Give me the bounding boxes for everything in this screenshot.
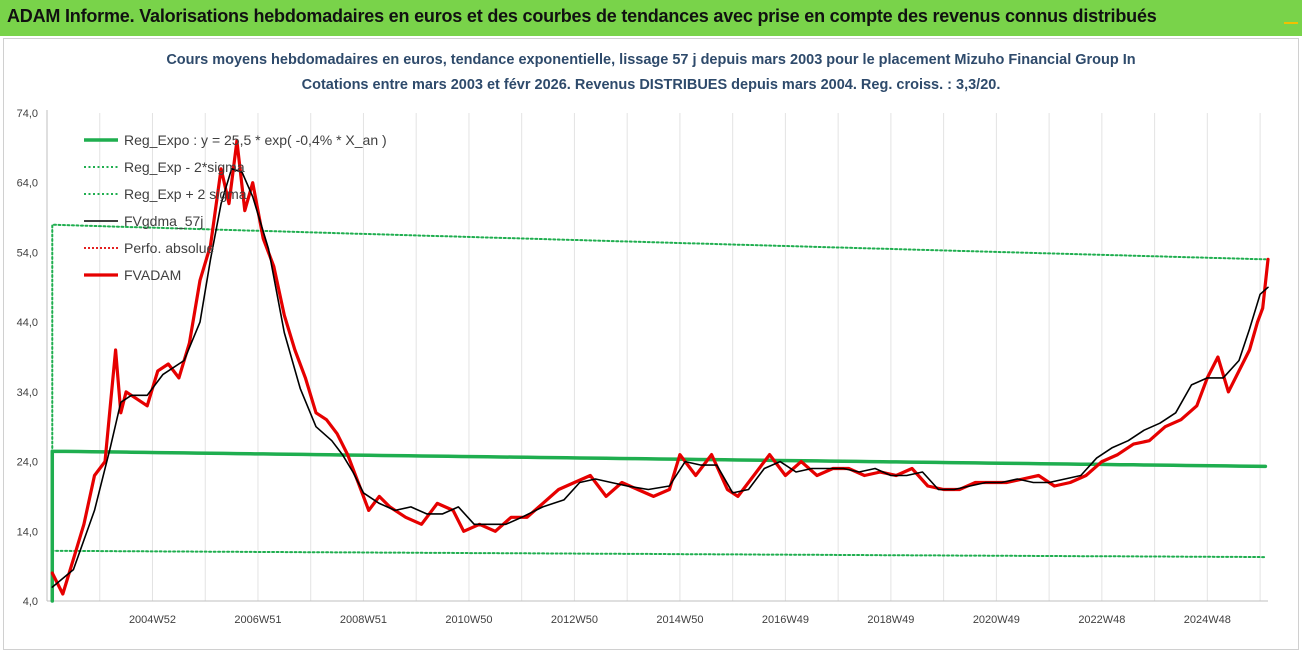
x-axis: 2004W52 2006W51 2008W51 2010W50 2012W50 2014W… xyxy=(47,600,1268,626)
y-tick-label-4: 44,0 xyxy=(17,317,38,329)
x-tick-label-10: 2024W48 xyxy=(1184,614,1231,626)
y-tick-label-2: 24,0 xyxy=(17,457,38,469)
legend-entry-3: FVgdma_57j xyxy=(124,213,203,229)
chart-subtitle: Cotations entre mars 2003 et févr 2026. … xyxy=(301,77,1001,93)
chart-frame xyxy=(3,38,1299,650)
series-line-5 xyxy=(50,139,1270,596)
series-line-1 xyxy=(51,549,1267,602)
y-tick-label-5: 54,0 xyxy=(17,247,38,259)
legend-entry-4: Perfo. absolue xyxy=(124,240,214,256)
x-tick-label-1: 2006W51 xyxy=(234,614,281,626)
x-tick-label-4: 2012W50 xyxy=(551,614,598,626)
x-tick-label-6: 2016W49 xyxy=(762,614,809,626)
y-tick-label-7: 74,0 xyxy=(17,108,38,120)
legend-entry-0: Reg_Expo : y = 25,5 * exp( -0,4% * X_an … xyxy=(124,132,387,148)
corner-decoration xyxy=(1284,22,1298,35)
y-tick-label-6: 64,0 xyxy=(17,178,38,190)
x-tick-label-8: 2020W49 xyxy=(973,614,1020,626)
series-line-0 xyxy=(50,449,1268,603)
chart-title: Cours moyens hebdomadaires en euros, ten… xyxy=(166,52,1136,68)
series-line-2 xyxy=(51,223,1267,602)
y-tick-label-1: 14,0 xyxy=(17,526,38,538)
x-tick-label-9: 2022W48 xyxy=(1078,614,1125,626)
report-banner xyxy=(0,0,1302,36)
series-line-3 xyxy=(51,168,1269,588)
x-tick-label-2: 2008W51 xyxy=(340,614,387,626)
y-tick-label-0: 4,0 xyxy=(23,596,38,608)
x-tick-label-7: 2018W49 xyxy=(867,614,914,626)
legend-entry-2: Reg_Exp + 2 sigma xyxy=(124,186,247,202)
x-tick-label-3: 2010W50 xyxy=(445,614,492,626)
legend-entry-5: FVADAM xyxy=(124,267,181,283)
chart-legend: Reg_Expo : y = 25,5 * exp( -0,4% * X_an … xyxy=(84,132,387,283)
y-tick-label-3: 34,0 xyxy=(17,387,38,399)
vertical-gridlines xyxy=(99,113,1261,601)
x-tick-label-5: 2014W50 xyxy=(656,614,703,626)
report-title: ADAM Informe. Valorisations hebdomadaire… xyxy=(7,6,1157,26)
legend-entry-1: Reg_Exp - 2*sigma xyxy=(124,159,245,175)
y-axis: 4,0 14,0 24,0 34,0 44,0 54,0 64,0 74,0 xyxy=(17,108,48,608)
plot-area xyxy=(50,139,1270,603)
x-tick-label-0: 2004W52 xyxy=(129,614,176,626)
